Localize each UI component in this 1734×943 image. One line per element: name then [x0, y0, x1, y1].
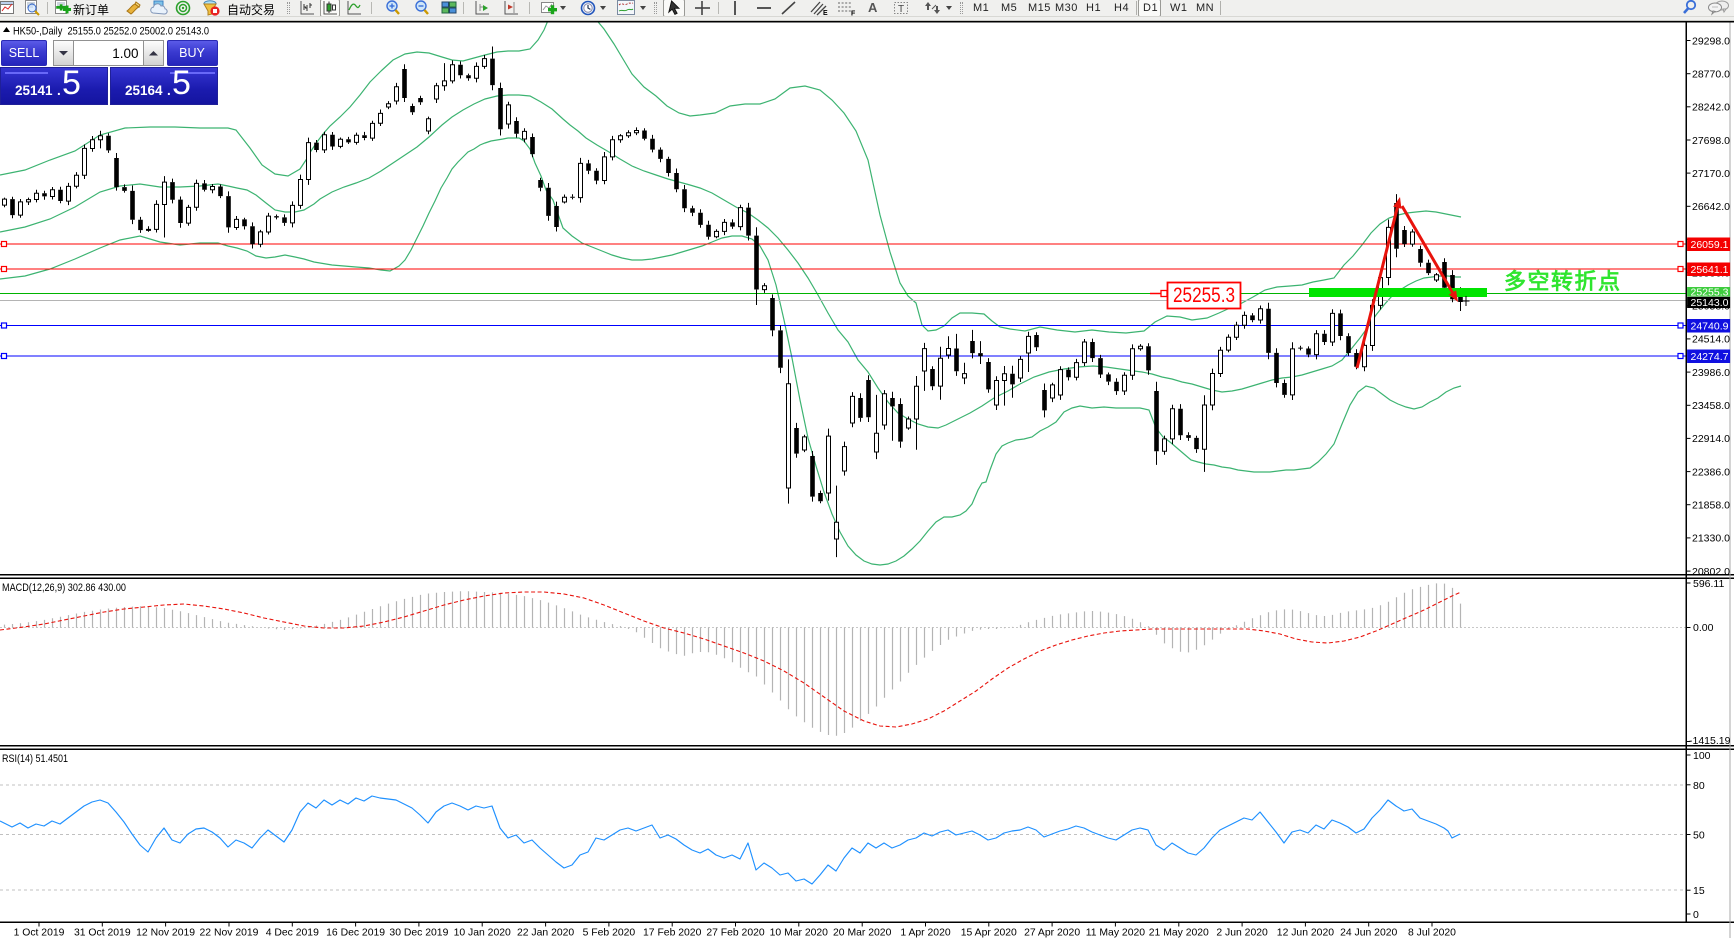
svg-text:25143.0: 25143.0: [1691, 297, 1729, 309]
svg-text:24274.7: 24274.7: [1691, 351, 1729, 363]
svg-text:17 Feb 2020: 17 Feb 2020: [643, 928, 702, 939]
svg-text:0: 0: [1693, 909, 1699, 921]
svg-text:50: 50: [1693, 830, 1705, 842]
svg-text:RSI(14) 51.4501: RSI(14) 51.4501: [2, 753, 68, 765]
svg-text:多空转折点: 多空转折点: [1504, 269, 1622, 294]
svg-text:HK50-,Daily 25155.0 25252.0 2: HK50-,Daily 25155.0 25252.0 25002.0 2514…: [13, 26, 209, 38]
svg-text:26642.0: 26642.0: [1692, 201, 1730, 213]
svg-text:23458.0: 23458.0: [1692, 400, 1730, 412]
svg-text:2 Jun 2020: 2 Jun 2020: [1216, 928, 1268, 939]
svg-text:MACD(12,26,9) 302.86 430.00: MACD(12,26,9) 302.86 430.00: [2, 582, 126, 594]
svg-text:100: 100: [1693, 750, 1711, 762]
svg-text:26059.1: 26059.1: [1691, 239, 1729, 251]
svg-text:22 Jan 2020: 22 Jan 2020: [517, 928, 574, 939]
svg-text:11 May 2020: 11 May 2020: [1086, 928, 1146, 939]
svg-text:27698.0: 27698.0: [1692, 135, 1730, 147]
svg-text:24740.9: 24740.9: [1691, 320, 1729, 332]
svg-text:23986.0: 23986.0: [1692, 367, 1730, 379]
svg-text:0.00: 0.00: [1693, 622, 1714, 634]
svg-text:E: E: [823, 10, 828, 16]
svg-text:22386.0: 22386.0: [1692, 466, 1730, 478]
svg-text:22 Nov 2019: 22 Nov 2019: [200, 928, 259, 939]
svg-text:25641.1: 25641.1: [1691, 264, 1729, 276]
svg-text:31 Oct 2019: 31 Oct 2019: [74, 928, 131, 939]
svg-text:27 Apr 2020: 27 Apr 2020: [1024, 928, 1080, 939]
svg-text:12 Nov 2019: 12 Nov 2019: [136, 928, 195, 939]
svg-text:25255.3: 25255.3: [1173, 284, 1235, 307]
svg-text:28242.0: 28242.0: [1692, 102, 1730, 114]
svg-text:5 Feb 2020: 5 Feb 2020: [583, 928, 636, 939]
svg-text:27170.0: 27170.0: [1692, 168, 1730, 180]
svg-text:10 Jan 2020: 10 Jan 2020: [454, 928, 511, 939]
svg-text:20802.0: 20802.0: [1692, 566, 1730, 578]
svg-text:1 Apr 2020: 1 Apr 2020: [900, 928, 950, 939]
svg-text:21330.0: 21330.0: [1692, 533, 1730, 545]
svg-text:27 Feb 2020: 27 Feb 2020: [706, 928, 765, 939]
svg-text:15: 15: [1693, 885, 1705, 897]
svg-text:24514.0: 24514.0: [1692, 334, 1730, 346]
svg-text:24 Jun 2020: 24 Jun 2020: [1340, 928, 1397, 939]
svg-text:80: 80: [1693, 780, 1705, 792]
svg-text:21858.0: 21858.0: [1692, 500, 1730, 512]
svg-text:20 Mar 2020: 20 Mar 2020: [833, 928, 892, 939]
svg-text:16 Dec 2019: 16 Dec 2019: [326, 928, 385, 939]
svg-text:30 Dec 2019: 30 Dec 2019: [389, 928, 448, 939]
svg-text:21 May 2020: 21 May 2020: [1149, 928, 1209, 939]
svg-text:F: F: [851, 11, 856, 17]
svg-text:15 Apr 2020: 15 Apr 2020: [961, 928, 1017, 939]
svg-text:T: T: [898, 4, 904, 15]
svg-text:596.11: 596.11: [1693, 578, 1724, 590]
svg-text:28770.0: 28770.0: [1692, 69, 1730, 81]
svg-text:22914.0: 22914.0: [1692, 433, 1730, 445]
svg-text:4 Dec 2019: 4 Dec 2019: [266, 928, 319, 939]
svg-text:1 Oct 2019: 1 Oct 2019: [14, 928, 65, 939]
svg-text:8 Jul 2020: 8 Jul 2020: [1408, 928, 1456, 939]
svg-text:-1415.19: -1415.19: [1689, 735, 1731, 747]
svg-text:25255.3: 25255.3: [1691, 286, 1729, 298]
svg-text:12 Jun 2020: 12 Jun 2020: [1277, 928, 1334, 939]
svg-text:29298.0: 29298.0: [1692, 35, 1730, 47]
svg-text:10 Mar 2020: 10 Mar 2020: [770, 928, 829, 939]
